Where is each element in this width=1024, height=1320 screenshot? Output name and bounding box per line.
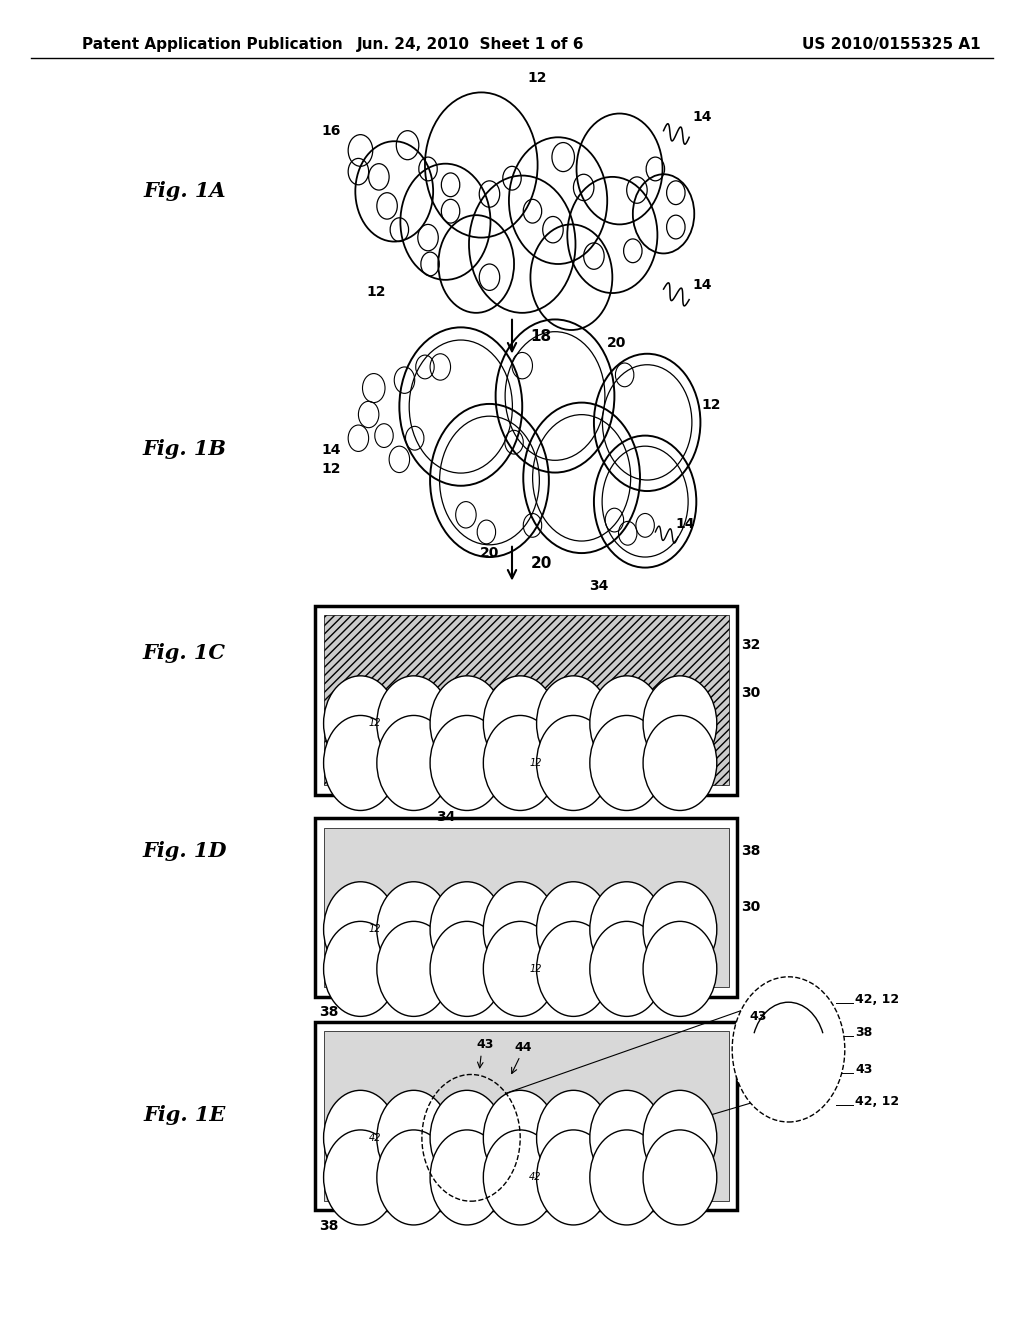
Circle shape <box>590 676 664 771</box>
Text: 14: 14 <box>692 279 712 292</box>
Text: 12: 12 <box>527 71 548 84</box>
Circle shape <box>537 676 610 771</box>
Text: 30: 30 <box>741 900 761 913</box>
Text: 14: 14 <box>692 111 712 124</box>
Circle shape <box>324 676 397 771</box>
Circle shape <box>483 921 557 1016</box>
Text: 18: 18 <box>530 329 552 345</box>
Circle shape <box>643 1090 717 1185</box>
Circle shape <box>430 715 504 810</box>
Text: 42, 12: 42, 12 <box>855 1094 899 1107</box>
Circle shape <box>377 921 451 1016</box>
Circle shape <box>377 1130 451 1225</box>
Bar <box>324 828 729 987</box>
Text: 38: 38 <box>319 1220 339 1233</box>
Circle shape <box>430 1090 504 1185</box>
Text: Fig. 1A: Fig. 1A <box>143 181 225 202</box>
Text: 43: 43 <box>750 1010 766 1023</box>
Circle shape <box>324 1130 397 1225</box>
Circle shape <box>483 715 557 810</box>
Circle shape <box>324 882 397 977</box>
Text: US 2010/0155325 A1: US 2010/0155325 A1 <box>802 37 980 53</box>
Text: 42: 42 <box>369 1133 381 1143</box>
Text: Fig. 1D: Fig. 1D <box>142 841 226 862</box>
Circle shape <box>537 1130 610 1225</box>
Text: 16: 16 <box>322 124 341 137</box>
Circle shape <box>377 1090 451 1185</box>
Circle shape <box>430 1130 504 1225</box>
Circle shape <box>537 715 610 810</box>
Circle shape <box>377 715 451 810</box>
Text: 12: 12 <box>701 399 721 412</box>
Text: 30: 30 <box>741 686 761 700</box>
Text: 38: 38 <box>319 1006 339 1019</box>
Circle shape <box>590 1090 664 1185</box>
Circle shape <box>430 676 504 771</box>
Text: 20: 20 <box>480 546 499 560</box>
Text: Jun. 24, 2010  Sheet 1 of 6: Jun. 24, 2010 Sheet 1 of 6 <box>357 37 585 53</box>
Text: 12: 12 <box>367 285 386 298</box>
Circle shape <box>483 1130 557 1225</box>
Text: 34: 34 <box>436 810 455 824</box>
Bar <box>324 615 729 785</box>
Text: 43: 43 <box>476 1038 494 1051</box>
Circle shape <box>537 882 610 977</box>
Circle shape <box>377 882 451 977</box>
Circle shape <box>643 1130 717 1225</box>
Bar <box>324 1031 729 1201</box>
Text: 12: 12 <box>529 964 542 974</box>
Text: 43: 43 <box>855 1063 872 1076</box>
Circle shape <box>643 715 717 810</box>
Circle shape <box>483 1090 557 1185</box>
Text: 32: 32 <box>741 639 761 652</box>
Text: Fig. 1B: Fig. 1B <box>142 438 226 459</box>
Circle shape <box>590 882 664 977</box>
Circle shape <box>430 921 504 1016</box>
Circle shape <box>430 882 504 977</box>
Circle shape <box>537 1090 610 1185</box>
Text: 42: 42 <box>529 1172 542 1183</box>
Text: 34: 34 <box>589 579 608 593</box>
Text: 12: 12 <box>369 924 381 935</box>
Text: Fig. 1C: Fig. 1C <box>142 643 226 664</box>
Circle shape <box>377 676 451 771</box>
Circle shape <box>324 921 397 1016</box>
Circle shape <box>732 977 845 1122</box>
Circle shape <box>483 676 557 771</box>
Bar <box>315 1022 737 1210</box>
Text: 40: 40 <box>530 979 552 995</box>
Text: 12: 12 <box>529 758 542 768</box>
Text: 38: 38 <box>741 845 761 858</box>
Circle shape <box>590 1130 664 1225</box>
Text: 20: 20 <box>530 556 552 572</box>
Text: 12: 12 <box>322 462 341 475</box>
Circle shape <box>324 1090 397 1185</box>
Circle shape <box>643 921 717 1016</box>
Text: 38: 38 <box>855 1026 872 1039</box>
Text: 14: 14 <box>322 444 341 457</box>
Text: 36: 36 <box>530 770 552 785</box>
Circle shape <box>324 715 397 810</box>
Text: Patent Application Publication: Patent Application Publication <box>82 37 343 53</box>
Text: Fig. 1E: Fig. 1E <box>143 1105 225 1126</box>
Bar <box>315 818 737 997</box>
Text: 44: 44 <box>514 1040 531 1053</box>
Text: 12: 12 <box>369 718 381 729</box>
Circle shape <box>537 921 610 1016</box>
Circle shape <box>643 676 717 771</box>
Circle shape <box>483 882 557 977</box>
Circle shape <box>590 715 664 810</box>
Text: 42, 12: 42, 12 <box>855 993 899 1006</box>
Bar <box>315 606 737 795</box>
Circle shape <box>590 921 664 1016</box>
Text: 20: 20 <box>607 337 627 350</box>
Circle shape <box>643 882 717 977</box>
Text: 14: 14 <box>676 517 695 531</box>
